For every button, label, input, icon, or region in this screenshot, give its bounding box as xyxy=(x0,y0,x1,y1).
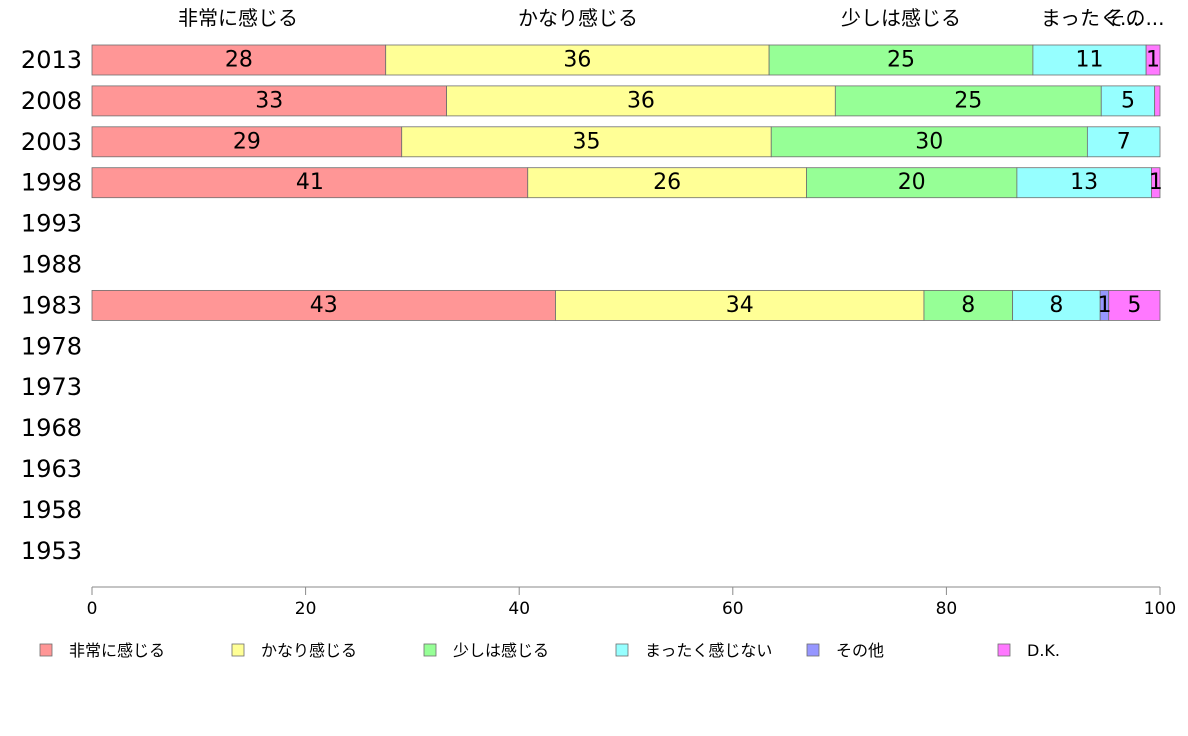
data-label-1983-series-2: 8 xyxy=(961,293,975,318)
x-axis: 0 20 40 60 80 100 xyxy=(87,586,1176,619)
bar-2013-series-3 xyxy=(1032,44,1147,76)
legend-swatch-4 xyxy=(806,643,820,657)
x-tick-label-80: 80 xyxy=(936,599,958,619)
legend-swatch-0 xyxy=(39,643,53,657)
bar-1983-series-5 xyxy=(1108,289,1161,321)
data-label-2003-series-0: 29 xyxy=(233,129,261,154)
year-label-1998: 1998 xyxy=(21,169,82,197)
x-tick-label-60: 60 xyxy=(722,599,744,619)
year-label-2003: 2003 xyxy=(21,128,82,156)
legend-label-3: まったく感じない xyxy=(645,641,772,660)
bar-2003-series-1 xyxy=(401,126,772,158)
x-tick-label-40: 40 xyxy=(508,599,530,619)
data-label-1998-series-0: 41 xyxy=(296,170,324,195)
bar-2013-series-5 xyxy=(1145,44,1161,76)
data-label-2013-series-2: 25 xyxy=(887,48,915,73)
year-label-1988: 1988 xyxy=(21,251,82,279)
year-label-1968: 1968 xyxy=(21,414,82,442)
legend-label-0: 非常に感じる xyxy=(69,641,165,660)
data-label-1983-series-3: 8 xyxy=(1049,293,1063,318)
bar-1998-series-5 xyxy=(1151,167,1161,199)
bar-1998-series-0 xyxy=(91,167,529,199)
bar-2003-series-3 xyxy=(1086,126,1161,158)
bar-2008-series-0 xyxy=(91,85,447,117)
year-label-1953: 1953 xyxy=(21,537,82,565)
legend-swatch-2 xyxy=(423,643,437,657)
data-label-1983-series-0: 43 xyxy=(310,293,338,318)
data-label-1998-series-2: 20 xyxy=(898,170,926,195)
year-label-2008: 2008 xyxy=(21,87,82,115)
y-axis-labels: 2013 2008 2003 1998 1993 1988 1983 1978 1973 1968… xyxy=(21,46,82,565)
data-label-1983-series-5: 5 xyxy=(1127,293,1141,318)
data-label-1998-series-3: 13 xyxy=(1070,170,1098,195)
year-label-1973: 1973 xyxy=(21,373,82,401)
data-label-1998-series-1: 26 xyxy=(653,170,681,195)
data-label-2008-series-0: 33 xyxy=(255,88,283,113)
bar-2013-series-0 xyxy=(91,44,387,76)
legend-label-5: D.K. xyxy=(1027,641,1060,660)
bar-2008-series-3 xyxy=(1100,85,1156,117)
bar-1983-series-0 xyxy=(91,289,556,321)
top-label-1: かなり感じる xyxy=(518,6,638,30)
x-tick-label-0: 0 xyxy=(87,599,98,619)
year-label-1978: 1978 xyxy=(21,332,82,360)
data-label-2013-series-0: 28 xyxy=(225,48,253,73)
x-tick-label-100: 100 xyxy=(1144,599,1176,619)
data-label-1983-series-1: 34 xyxy=(726,293,754,318)
bar-2003-series-0 xyxy=(91,126,403,158)
data-label-2003-series-1: 35 xyxy=(572,129,600,154)
data-label-2008-series-1: 36 xyxy=(627,88,655,113)
year-label-2013: 2013 xyxy=(21,46,82,74)
top-label-4: その... xyxy=(1105,6,1164,30)
data-label-2003-series-2: 30 xyxy=(915,129,943,154)
bar-2003-series-2 xyxy=(770,126,1088,158)
data-label-2013-series-5: 1 xyxy=(1146,48,1160,73)
bar-1983-series-1 xyxy=(555,289,925,321)
data-label-1983-series-4: 1 xyxy=(1097,293,1111,318)
legend-swatch-3 xyxy=(615,643,629,657)
legend-label-4: その他 xyxy=(836,641,884,660)
bar-1983-series-2 xyxy=(923,289,1014,321)
bar-2008-series-2 xyxy=(834,85,1102,117)
top-category-labels: 非常に感じる かなり感じる 少しは感じる まったく...その... xyxy=(178,6,1165,30)
data-label-2003-series-3: 7 xyxy=(1117,129,1131,154)
year-label-1983: 1983 xyxy=(21,291,82,319)
legend-label-1: かなり感じる xyxy=(261,641,357,660)
bar-1998-series-1 xyxy=(527,167,807,199)
top-label-0: 非常に感じる xyxy=(178,6,298,30)
legend: 非常に感じる かなり感じる 少しは感じる まったく感じない その他 D.K. xyxy=(39,641,1060,660)
legend-label-2: 少しは感じる xyxy=(453,641,549,660)
top-label-3: まったく... xyxy=(1041,6,1139,30)
legend-swatch-5 xyxy=(997,643,1011,657)
year-label-1963: 1963 xyxy=(21,455,82,483)
year-label-1958: 1958 xyxy=(21,496,82,524)
bar-2013-series-1 xyxy=(385,44,770,76)
year-label-1993: 1993 xyxy=(21,210,82,238)
data-label-1998-series-5: 1 xyxy=(1149,170,1163,195)
data-label-2008-series-3: 5 xyxy=(1121,88,1135,113)
top-label-2: 少しは感じる xyxy=(841,6,961,30)
data-label-2013-series-3: 11 xyxy=(1076,48,1104,73)
data-label-2013-series-1: 36 xyxy=(563,48,591,73)
bar-2008-series-5 xyxy=(1154,85,1161,117)
bar-2008-series-1 xyxy=(446,85,836,117)
data-label-2008-series-2: 25 xyxy=(954,88,982,113)
x-tick-label-20: 20 xyxy=(295,599,317,619)
legend-swatch-1 xyxy=(231,643,245,657)
bar-2013-series-2 xyxy=(768,44,1034,76)
bars: 28 36 25 11 133 36 25 529 35 30 741 26 20 13 143 34 8 8 1 5 xyxy=(91,44,1163,321)
